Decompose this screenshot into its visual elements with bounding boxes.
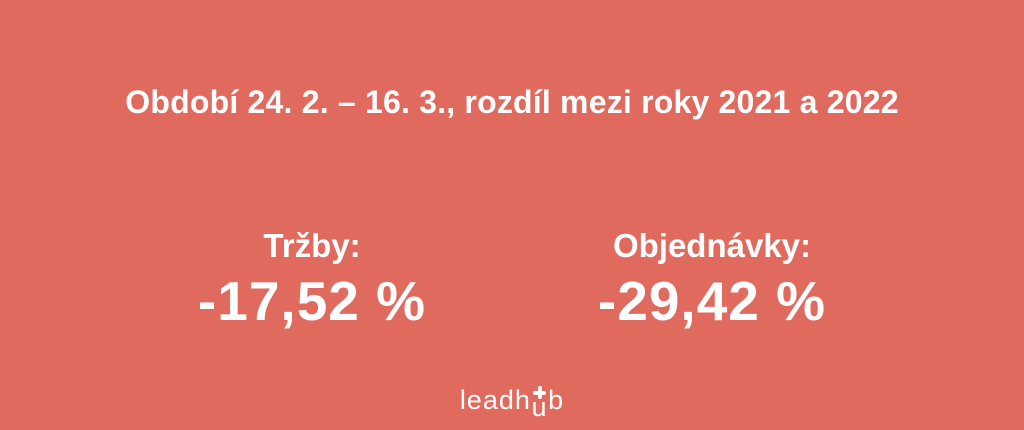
plus-icon [533, 386, 547, 399]
stat-trzby: Tržby: -17,52 % [137, 227, 487, 331]
logo-text-u: u [531, 392, 548, 422]
stats-row: Tržby: -17,52 % Objednávky: -29,42 % [0, 227, 1024, 331]
logo-plus-u-group: u [531, 386, 548, 421]
stat-objednavky: Objednávky: -29,42 % [537, 227, 887, 331]
stat-label-objednavky: Objednávky: [612, 227, 812, 264]
logo-text-b: b [548, 385, 565, 415]
logo-text-leadh: leadh [459, 385, 531, 415]
stat-value-objednavky: -29,42 % [597, 269, 827, 332]
card-title: Období 24. 2. – 16. 3., rozdíl mezi roky… [125, 84, 899, 120]
stat-value-trzby: -17,52 % [197, 269, 427, 332]
leadhub-logo: leadh u b [0, 385, 1024, 421]
stat-label-trzby: Tržby: [263, 227, 361, 264]
